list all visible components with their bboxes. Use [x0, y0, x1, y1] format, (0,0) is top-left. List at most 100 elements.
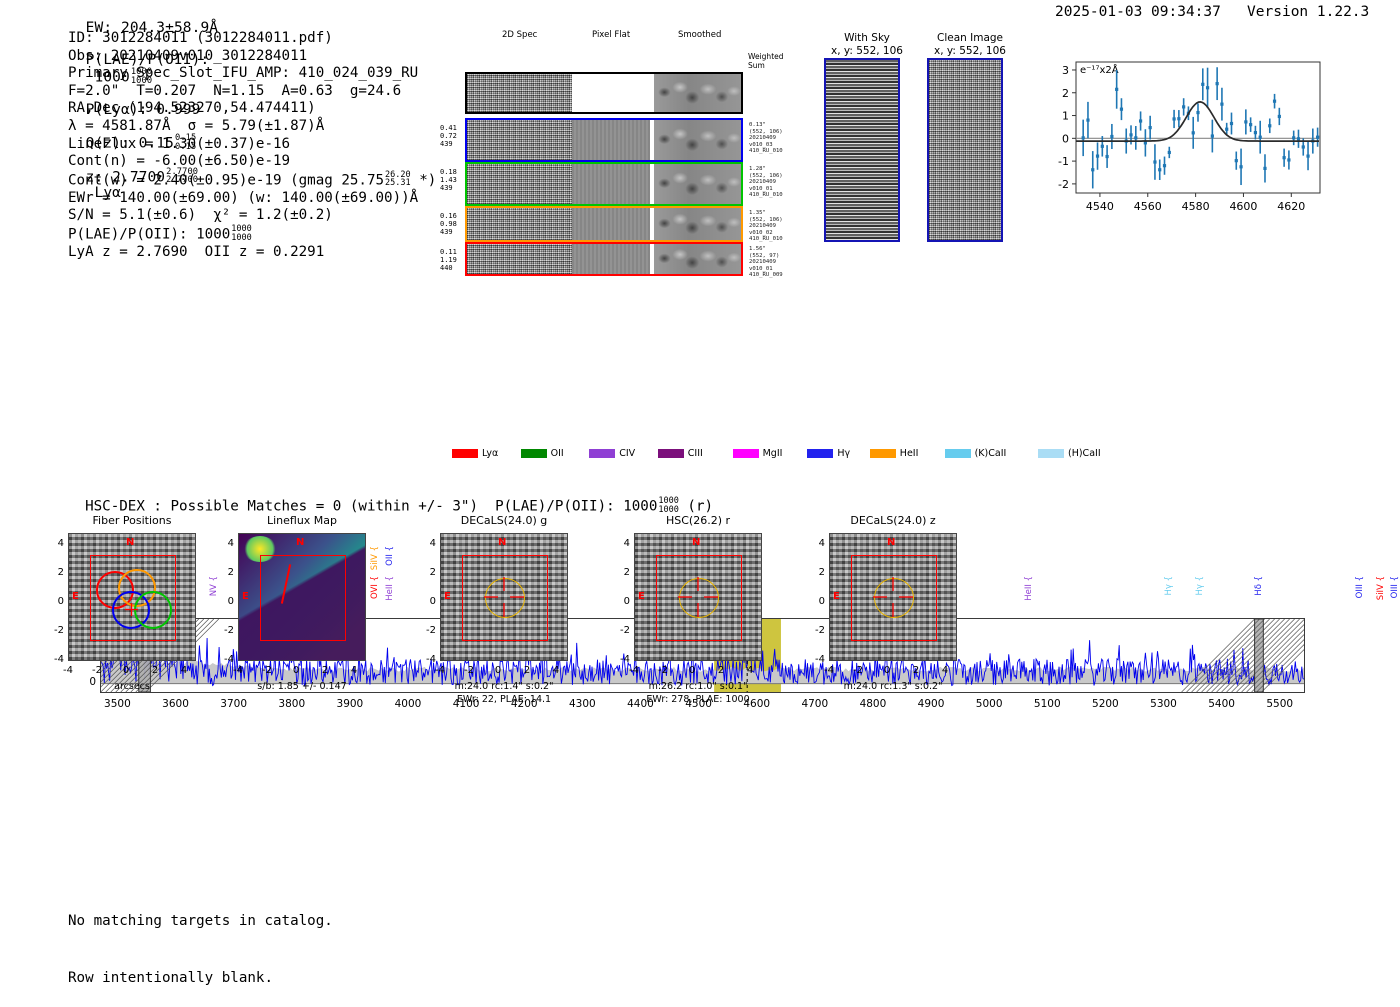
cutout-ytick: -2 [620, 625, 630, 636]
cutout-xtick: 4 [180, 665, 188, 676]
spec2d-cell-gap [649, 208, 654, 240]
cutout-panel-caption: m:26.2 rc:1.0" s:0.1" [648, 681, 748, 692]
cutout-xtick: -4 [435, 665, 445, 676]
compass-north-label: N [692, 537, 701, 548]
svg-text:3: 3 [1062, 64, 1069, 77]
cutout-ytick: 2 [227, 567, 234, 578]
cutout-xtick: -2 [853, 665, 863, 676]
cutout-xtick: 2 [151, 665, 159, 676]
cutout-ytick: -4 [224, 654, 234, 665]
svg-text:e⁻¹⁷x2Å: e⁻¹⁷x2Å [1080, 63, 1119, 76]
svg-text:4580: 4580 [1182, 200, 1210, 213]
cutout-ytick: -4 [54, 654, 64, 665]
spec2d-row-left-label: 0.11 1.19 440 [440, 248, 457, 273]
svg-text:-1: -1 [1058, 155, 1069, 168]
spec2d-row-left-label: 0.18 1.43 439 [440, 168, 457, 193]
cutout-xtick: 0 [122, 665, 130, 676]
spec2d-cell-smoothed [653, 164, 742, 204]
cutout-ytick: 2 [623, 567, 630, 578]
spectrum-xtick: 4300 [568, 698, 596, 710]
info-cont-n: Cont(n) = -6.00(±6.50)e-19 [68, 153, 291, 170]
legend-swatch [732, 449, 759, 458]
legend-label: HeII [899, 448, 919, 459]
info-spec-slot: Primary Spec_Slot_IFU_AMP: 410_024_039_R… [68, 65, 419, 82]
cutout-ytick: -2 [54, 625, 64, 636]
emission-line-label: SiIV { [1375, 576, 1386, 601]
spectrum-xtick: 4100 [452, 698, 480, 710]
info-cont-w-hi: 26.20 [385, 169, 411, 180]
header-qz-lo: 0.15 [174, 141, 197, 152]
cutout-xtick: 0 [688, 665, 696, 676]
cutout-panel-title: Lineflux Map [266, 514, 338, 527]
info-ewr: EWr = 140.00(±69.00) (w: 140.00(±69.00))… [68, 189, 419, 206]
spectrum-xtick: 5200 [1092, 698, 1119, 710]
header-z: z: 2.7700 [85, 169, 166, 186]
cutout-xtick: 2 [523, 665, 531, 676]
spec2d-cell-pixelflat [571, 74, 650, 112]
cutout-panel-title: HSC(26.2) r [665, 514, 731, 527]
header-qz: Q(z): 0.15 [85, 135, 174, 152]
legend-label: Hγ [837, 448, 851, 459]
spec2d-cell-pixelflat [571, 120, 650, 160]
spec2d-cell-smoothed [653, 74, 742, 112]
cutout-panel-title: DECaLS(24.0) g [460, 514, 548, 527]
emission-line-label: HeII { [1024, 576, 1035, 601]
hsc-dex-text: HSC-DEX : Possible Matches = 0 (within +… [85, 498, 658, 515]
spec2d-row-4: 0.11 1.19 440 1.56" (552, 97) 20210409 v0… [440, 242, 783, 278]
spectrum-xtick: 5500 [1266, 698, 1294, 710]
cutout-panel-caption: arcsecs [114, 681, 150, 692]
spec2d-col-header-0: 2D Spec [502, 30, 538, 40]
target-crosshair-icon [125, 601, 138, 620]
spec2d-row-3: 0.16 0.98 439 1.35" (552, 106) 20210409 v… [440, 206, 783, 242]
cutout-title-1: Clean Image [936, 32, 1004, 44]
spec2d-cell-pixelflat [571, 244, 650, 274]
svg-text:0: 0 [1062, 132, 1069, 145]
svg-text:2: 2 [1062, 87, 1069, 100]
spectrum-xtick: 3900 [336, 698, 364, 710]
emission-line-label: Hγ { [1195, 576, 1206, 596]
spec2d-cell-2dspec [467, 244, 572, 274]
cutout-coords-1: x, y: 552, 106 [934, 45, 1006, 57]
emission-line-label: OIII { [1355, 576, 1366, 599]
emission-line-label: OII { [384, 546, 395, 566]
emission-line-label: SiIV { [370, 546, 381, 571]
aperture-circle [679, 578, 719, 618]
spec2d-cell-2dspec [467, 164, 572, 204]
cutout-xtick: 2 [717, 665, 725, 676]
cutout-panel-3: HSC(26.2) r N E -4 -4 -2 -2 0 0 2 2 4 4 m:26.2 rc:1.0… [620, 514, 762, 705]
emission-line-label: HeII { [384, 576, 395, 601]
cutout-xtick: 4 [941, 665, 949, 676]
cutout-xtick: 4 [746, 665, 754, 676]
target-crosshair-icon [873, 577, 913, 621]
footer-notes: No matching targets in catalog. Row inte… [68, 874, 333, 1007]
compass-north-label: N [126, 537, 135, 548]
info-lambda-sigma: λ = 4581.87Å σ = 5.79(±1.87)Å [68, 117, 325, 134]
cutout-xtick: 4 [552, 665, 560, 676]
cutout-ytick: -4 [426, 654, 436, 665]
cutout-ytick: 4 [818, 538, 825, 549]
hsc-dex-frac-lo: 1000 [658, 504, 679, 515]
header-plae-hi: 1000 [130, 67, 153, 77]
line-fit-plot: -2 -1 0 1 2 3 4540 4560 4580 4600 4620 e⁻¹⁷x2Å [1036, 48, 1328, 223]
hsc-dex-frac-hi: 1000 [658, 496, 679, 506]
full-spectrum-panel: e-17x2Å SiII {Lyα {NV {CIV {SiII {CII {S… [0, 270, 1400, 710]
cutout-xtick: -4 [63, 665, 73, 676]
cutout-xtick: 0 [292, 665, 300, 676]
info-cont-w-pre: Cont(w) = 2.40(±0.95)e-19 (gmag 25.75 [68, 172, 385, 189]
spectrum-xtick: 5300 [1150, 698, 1177, 710]
spec2d-row-0 [465, 72, 743, 114]
footer-line-2: Row intentionally blank. [68, 970, 273, 986]
spectrum-ytick: 0 [89, 675, 96, 688]
info-plae-label: P(LAE)/P(OII): 1000 [68, 226, 231, 243]
legend-label: (H)CaII [1068, 448, 1101, 459]
cutout-xtick: 2 [321, 665, 329, 676]
legend-swatch [452, 449, 478, 458]
spec2d-row-1: 0.41 0.72 439 0.13" (552, 106) 20210409 v… [440, 118, 783, 162]
spec2d-row-left-label: 0.41 0.72 439 [440, 124, 457, 149]
target-crosshair-icon [678, 577, 718, 621]
cutout-ytick: 4 [429, 538, 436, 549]
spectrum-xtick: 4800 [859, 698, 887, 710]
spec2d-cell-smoothed [653, 208, 742, 240]
compass-east-label: E [72, 591, 79, 602]
legend-swatch [944, 449, 971, 458]
